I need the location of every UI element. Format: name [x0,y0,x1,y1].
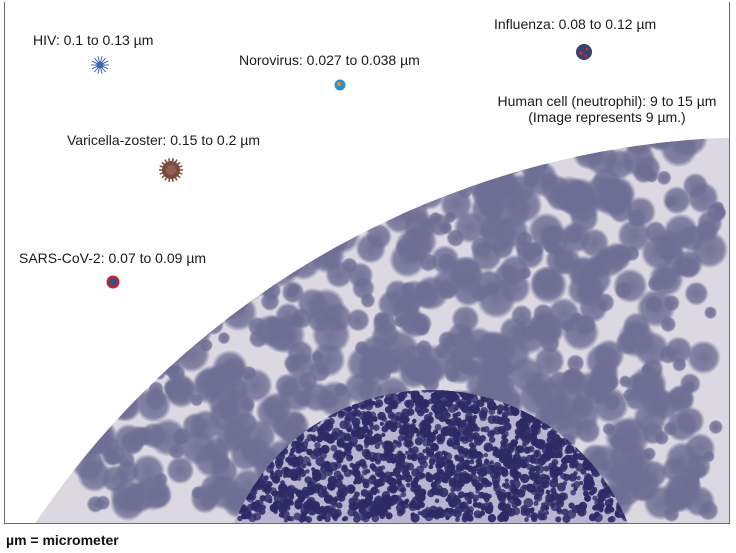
varicella-zoster-label: Varicella-zoster: 0.15 to 0.2 µm [67,132,260,148]
human-cell-note: (Image represents 9 µm.) [528,109,686,125]
varicella-zoster-virus-icon [159,158,183,182]
norovirus-label: Norovirus: 0.027 to 0.038 µm [239,52,420,68]
hiv-virus-icon [91,56,109,74]
influenza-virus-icon [576,44,592,60]
neutrophil-cell [35,137,729,523]
diagram-frame: HIV: 0.1 to 0.13 µm Norovirus: 0.027 to … [4,2,730,524]
human-cell-label: Human cell (neutrophil): 9 to 15 µm (Ima… [487,93,727,125]
sars-cov-2-label: SARS-CoV-2: 0.07 to 0.09 µm [19,250,207,266]
virus-layer [91,44,592,289]
hiv-label: HIV: 0.1 to 0.13 µm [33,32,154,48]
human-cell-size: Human cell (neutrophil): 9 to 15 µm [497,93,717,109]
unit-footnote: µm = micrometer [6,532,119,548]
norovirus-icon [334,79,346,91]
sars-cov-2-virus-icon [106,275,120,289]
influenza-label: Influenza: 0.08 to 0.12 µm [494,16,657,32]
